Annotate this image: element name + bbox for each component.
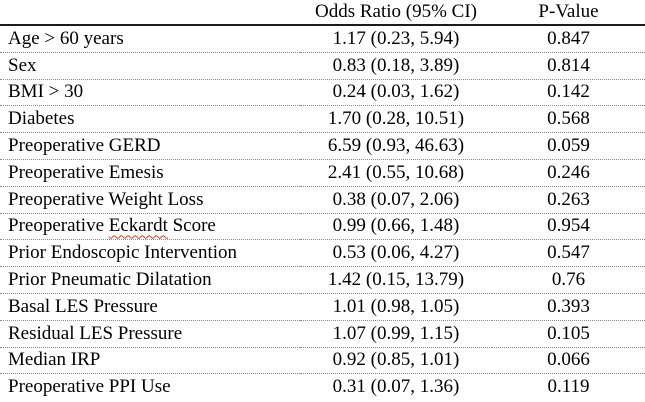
row-label: Residual LES Pressure [0, 320, 300, 348]
p-value-cell: 0.142 [492, 79, 645, 107]
odds-ratio-cell: 0.24 (0.03, 1.62) [300, 79, 492, 107]
row-label-text: Preoperative Emesis [8, 161, 164, 183]
row-label-text: Preoperative Weight Loss [8, 188, 204, 210]
row-label: BMI > 30 [0, 79, 300, 107]
p-value-cell: 0.105 [492, 320, 645, 348]
p-value-cell: 0.568 [492, 105, 645, 134]
odds-ratio-cell: 0.31 (0.07, 1.36) [332, 376, 460, 398]
table-row: Preoperative Eckardt Score 0.99 (0.66, 1.… [0, 213, 645, 241]
p-value-cell: 0.059 [492, 132, 645, 160]
p-value-cell: 0.847 [492, 25, 645, 53]
table-row: Age > 60 years 1.17 (0.23, 5.94) 0.847 [0, 25, 645, 53]
odds-ratio-cell: 6.59 (0.93, 46.63) [300, 132, 492, 160]
table-row: Diabetes 1.70 (0.28, 10.51) 0.568 [0, 105, 645, 134]
table-row: Preoperative GERD 6.59 (0.93, 46.63) 0.059 [0, 132, 645, 160]
odds-ratio-cell: 0.83 (0.18, 3.89) [300, 52, 492, 80]
row-label-text: Age > 60 years [8, 27, 124, 49]
odds-ratio-cell: 0.99 (0.66, 1.48) [300, 213, 492, 241]
p-value-cell: 0.263 [492, 186, 645, 214]
table-body: Age > 60 years 1.17 (0.23, 5.94) 0.847 Sex 0… [0, 25, 645, 400]
table-row: Residual LES Pressure 1.07 (0.99, 1.15) 0.… [0, 320, 645, 348]
table-row: Preoperative Emesis 2.41 (0.55, 10.68) 0.2… [0, 159, 645, 187]
odds-ratio-cell: 1.07 (0.99, 1.15) [300, 320, 492, 348]
row-label-text: Score [167, 215, 216, 237]
odds-ratio-cell: 0.92 (0.85, 1.01) [300, 347, 492, 375]
header-odds-ratio: Odds Ratio (95% CI) [300, 0, 492, 26]
row-label: Age > 60 years [0, 25, 300, 53]
odds-ratio-cell: 0.53 (0.06, 4.27) [300, 239, 492, 268]
row-label-text: Residual LES Pressure [8, 322, 183, 344]
row-label: Sex [0, 52, 300, 80]
row-label-text: Prior Endoscopic Intervention [8, 242, 238, 264]
row-label: Prior Pneumatic Dilatation [0, 266, 300, 294]
p-value-cell: 0.246 [492, 159, 645, 187]
table-row: Preoperative PPI Use 0.31 (0.07, 1.36) 0.1… [0, 374, 645, 400]
p-value-cell: 0.393 [492, 293, 645, 321]
row-label-text: Diabetes [8, 108, 75, 130]
row-label: Preoperative Weight Loss [0, 186, 300, 214]
table-row: Sex 0.83 (0.18, 3.89) 0.814 [0, 52, 645, 80]
p-value-cell: 0.547 [492, 239, 645, 268]
p-value-cell: 0.814 [492, 52, 645, 80]
table-row: BMI > 30 0.24 (0.03, 1.62) 0.142 [0, 79, 645, 107]
row-label-text: Preoperative GERD [8, 135, 161, 157]
odds-ratio-cell: 1.01 (0.98, 1.05) [300, 293, 492, 321]
odds-ratio-cell: 1.70 (0.28, 10.51) [300, 105, 492, 134]
row-label-text: Prior Pneumatic Dilatation [8, 269, 212, 291]
row-label: Preoperative Emesis [0, 159, 300, 187]
row-label: Preoperative GERD [0, 132, 300, 160]
p-value-cell: 0.119 [547, 376, 590, 398]
row-label: Basal LES Pressure [0, 293, 300, 321]
odds-ratio-cell: 1.17 (0.23, 5.94) [300, 25, 492, 53]
p-value-cell: 0.066 [492, 347, 645, 375]
table-row: Median IRP 0.92 (0.85, 1.01) 0.066 [0, 347, 645, 375]
row-label-text: Median IRP [8, 349, 101, 371]
row-label: Preoperative Eckardt Score [0, 213, 300, 241]
row-label-text: Sex [8, 54, 37, 76]
row-label-text: BMI > 30 [8, 81, 84, 103]
header-variable [0, 0, 300, 26]
row-label: Prior Endoscopic Intervention [0, 239, 300, 268]
table-row: Preoperative Weight Loss 0.38 (0.07, 2.06… [0, 186, 645, 214]
row-label: Diabetes [0, 105, 300, 134]
table-row: Prior Pneumatic Dilatation 1.42 (0.15, 13… [0, 266, 645, 294]
odds-ratio-cell: 1.42 (0.15, 13.79) [300, 266, 492, 294]
table-row: Prior Endoscopic Intervention 0.53 (0.06,… [0, 239, 645, 268]
row-label: Preoperative PPI Use [0, 374, 300, 400]
odds-ratio-cell: 0.38 (0.07, 2.06) [300, 186, 492, 214]
spellcheck-underlined-word: Eckardt [108, 215, 168, 237]
row-label-text: Preoperative PPI Use [8, 376, 171, 398]
p-value-cell: 0.76 [492, 266, 645, 294]
p-value-cell: 0.954 [492, 213, 645, 241]
row-label-text: Preoperative [8, 215, 109, 237]
row-label-text: Basal LES Pressure [8, 295, 158, 317]
row-label: Median IRP [0, 347, 300, 375]
header-p-value: P-Value [492, 0, 645, 26]
odds-ratio-cell: 2.41 (0.55, 10.68) [300, 159, 492, 187]
table-row: Basal LES Pressure 1.01 (0.98, 1.05) 0.393 [0, 293, 645, 321]
table-header-row: Odds Ratio (95% CI) P-Value [0, 0, 645, 26]
